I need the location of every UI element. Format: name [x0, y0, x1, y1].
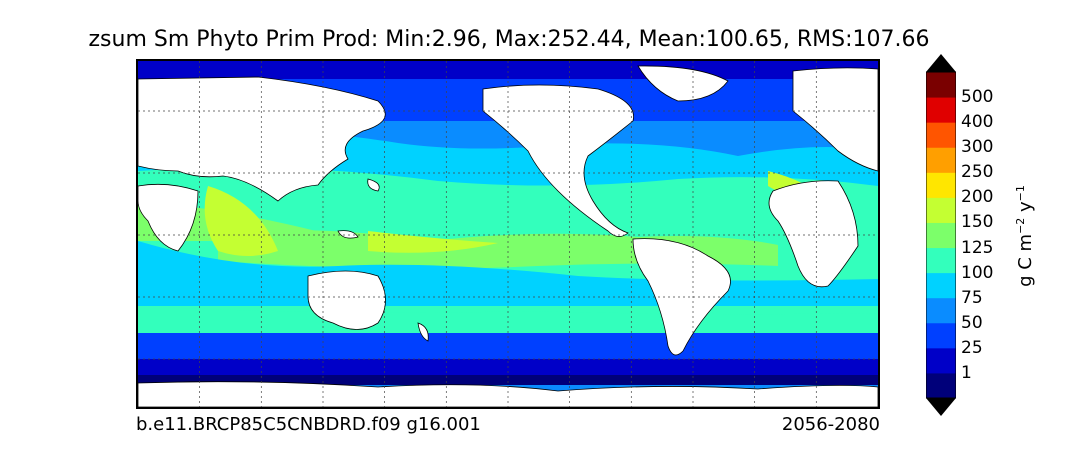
colorbar — [926, 54, 956, 416]
colorbar-tick-label: 500 — [961, 87, 994, 108]
colorbar-segment — [926, 147, 956, 173]
colorbar-segment — [926, 322, 956, 349]
colorbar-tick-label: 400 — [961, 112, 994, 133]
colorbar-segments — [926, 72, 956, 399]
maritime-continent-peak — [368, 231, 498, 253]
north-america-land — [482, 84, 634, 237]
run-id-caption: b.e11.BRCP85C5CNBDRD.f09 g16.001 — [136, 414, 481, 435]
colorbar-tick-label: 125 — [961, 237, 994, 258]
colorbar-tick-label: 25 — [961, 337, 983, 358]
africa-east-land — [138, 183, 199, 252]
colorbar-segment — [926, 197, 956, 223]
colorbar-segment — [926, 247, 956, 274]
africa-west-land — [768, 180, 859, 288]
colorbar-segment — [926, 372, 956, 399]
period-caption: 2056-2080 — [781, 414, 880, 435]
borneo-land — [337, 230, 359, 239]
south-america-land — [632, 238, 731, 356]
colorbar-tick-label: 75 — [961, 287, 983, 308]
new-zealand-land — [417, 322, 429, 342]
colorbar-segment — [926, 72, 956, 98]
europe-land — [792, 67, 878, 172]
colorbar-segment — [926, 347, 956, 374]
colorbar-tick-label: 50 — [961, 312, 983, 333]
colorbar-tick-label: 200 — [961, 187, 994, 208]
colorbar-segment — [926, 297, 956, 324]
australia-land — [307, 270, 386, 330]
colorbar-under-arrow — [926, 398, 956, 416]
colorbar-tick-label: 300 — [961, 137, 994, 158]
colorbar-tick-label: 150 — [961, 212, 994, 233]
map-panel — [136, 59, 880, 409]
greenland-land — [637, 65, 729, 102]
colorbar-tick-label: 250 — [961, 162, 994, 183]
colorbar-tick-label: 1 — [961, 362, 972, 383]
antarctic-band — [138, 359, 878, 379]
colorbar-over-arrow — [926, 54, 956, 72]
map-title: zsum Sm Phyto Prim Prod: Min:2.96, Max:2… — [88, 27, 930, 52]
antarctica-land — [138, 381, 878, 407]
graticule — [138, 61, 878, 407]
colorbar-outline — [926, 71, 956, 399]
ocean-productivity-map — [138, 61, 878, 407]
indian-ocean-peak — [204, 186, 278, 256]
antarctic-coast-band — [138, 375, 878, 385]
japan-land — [367, 178, 380, 192]
colorbar-unit-label: g C m−2 y−1 — [1014, 185, 1036, 287]
colorbar-segment — [926, 272, 956, 299]
colorbar-segment — [926, 97, 956, 123]
colorbar-segment — [926, 172, 956, 198]
colorbar-segment — [926, 222, 956, 249]
colorbar-segment — [926, 122, 956, 148]
colorbar-tick-label: 100 — [961, 262, 994, 283]
